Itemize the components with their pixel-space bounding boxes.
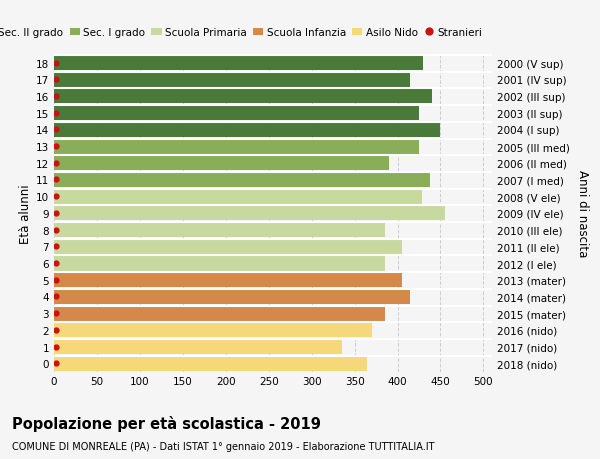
Bar: [54, 189, 422, 204]
Bar: [54, 106, 419, 121]
Bar: [54, 206, 445, 221]
Bar: [54, 356, 367, 371]
Bar: [54, 256, 385, 271]
Bar: [54, 306, 385, 321]
Bar: [54, 339, 342, 354]
Bar: [54, 139, 419, 154]
Bar: [54, 56, 423, 71]
Bar: [54, 73, 410, 88]
Y-axis label: Anni di nascita: Anni di nascita: [576, 170, 589, 257]
Bar: [54, 273, 402, 288]
Bar: [54, 239, 402, 254]
Text: COMUNE DI MONREALE (PA) - Dati ISTAT 1° gennaio 2019 - Elaborazione TUTTITALIA.I: COMUNE DI MONREALE (PA) - Dati ISTAT 1° …: [12, 441, 434, 451]
Bar: [54, 89, 432, 104]
Text: Popolazione per età scolastica - 2019: Popolazione per età scolastica - 2019: [12, 415, 321, 431]
Bar: [54, 223, 385, 238]
Bar: [54, 323, 372, 338]
Legend: Sec. II grado, Sec. I grado, Scuola Primaria, Scuola Infanzia, Asilo Nido, Stran: Sec. II grado, Sec. I grado, Scuola Prim…: [0, 24, 487, 42]
Bar: [54, 156, 389, 171]
Bar: [54, 173, 430, 188]
Y-axis label: Età alunni: Età alunni: [19, 184, 32, 243]
Bar: [54, 289, 410, 304]
Bar: [54, 123, 440, 138]
